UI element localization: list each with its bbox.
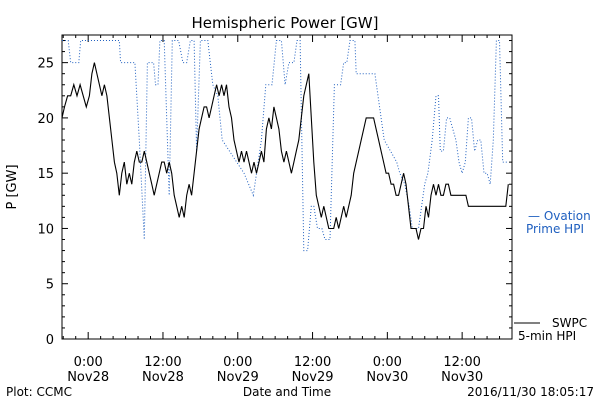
y-axis: 0 5 10 15 20 25: [37, 40, 512, 348]
legend-ovation-line2: Prime HPI: [526, 222, 584, 236]
x-axis-label: Date and Time: [243, 385, 331, 399]
x-tick-time: 0:00: [373, 355, 402, 370]
y-tick-label: 20: [37, 112, 54, 127]
x-axis: 0:00Nov2812:00Nov280:00Nov2912:00Nov290:…: [62, 35, 513, 385]
x-tick-date: Nov28: [67, 370, 109, 385]
x-tick-date: Nov30: [366, 370, 408, 385]
footer-credit: Plot: CCMC: [6, 385, 72, 399]
x-tick-date: Nov28: [142, 370, 184, 385]
series-swpc: [62, 62, 509, 240]
y-tick-label: 25: [37, 57, 54, 72]
x-tick-time: 0:00: [74, 355, 103, 370]
y-tick-label: 5: [46, 278, 54, 293]
legend-swpc-line1: SWPC: [552, 316, 587, 330]
plot-frame: [61, 34, 513, 340]
y-tick-label: 15: [37, 167, 54, 182]
series-ovation-prime: [62, 40, 509, 252]
y-axis-label: P [GW]: [5, 164, 20, 209]
chart-title: Hemispheric Power [GW]: [192, 14, 379, 32]
x-tick-time: 12:00: [144, 355, 181, 370]
timestamp: 2016/11/30 18:05:17: [467, 385, 594, 399]
series-layer: [62, 40, 509, 252]
x-tick-time: 12:00: [294, 355, 331, 370]
x-tick-date: Nov29: [292, 370, 334, 385]
legend-swpc-line2: 5-min HPI: [518, 329, 576, 343]
x-tick-time: 0:00: [223, 355, 252, 370]
y-tick-label: 0: [46, 333, 54, 348]
y-tick-label: 10: [37, 222, 54, 237]
x-tick-date: Nov30: [441, 370, 483, 385]
legend-ovation-line1: — Ovation: [528, 209, 591, 223]
x-tick-time: 12:00: [443, 355, 480, 370]
x-tick-date: Nov29: [217, 370, 259, 385]
